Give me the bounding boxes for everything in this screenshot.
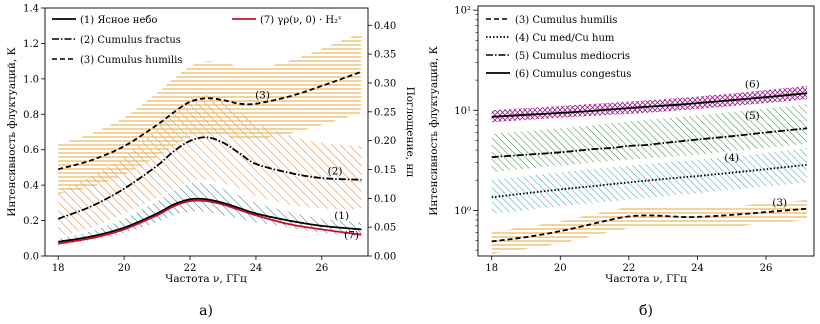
y-right-tick-label: 0.40 (374, 21, 396, 32)
y-right-tick-label: 0.00 (374, 252, 396, 263)
annotation-1: (6) (745, 79, 760, 91)
chart-a-ylabel-right: Поглощение, нп (404, 87, 416, 178)
x-tick-label: 26 (315, 263, 328, 274)
y-tick-label: 1.0 (23, 74, 39, 85)
annotation-3: (1) (334, 210, 349, 222)
x-tick-label: 22 (622, 263, 635, 274)
legend-label-1: (1) Ясное небо (80, 15, 157, 26)
y-tick-label: 0.6 (23, 145, 39, 156)
chart-a-frame (44, 7, 369, 257)
y-tick-label: 0.4 (23, 181, 39, 192)
y-right-tick-label: 0.05 (374, 223, 396, 234)
chart-b-frame (477, 5, 815, 257)
legend-b-label-6: (6) Cumulus congestus (515, 69, 631, 80)
series-line-4 (58, 199, 362, 245)
y-right-tick-label: 0.10 (374, 194, 396, 205)
band-3 (491, 104, 808, 173)
series-line-2 (57, 136, 362, 220)
y-tick-label: 10⁰ (454, 206, 471, 217)
chart-a: 18 20 22 24 26 0.0 0.2 0.4 0.6 0.8 1.0 1.2 1.4 0.00 0.… (6, 4, 416, 320)
annotation-1: (3) (255, 89, 270, 101)
y-tick-label: 10¹ (454, 106, 471, 117)
y-tick-label: 1.4 (23, 4, 39, 15)
series-line-2 (491, 163, 808, 199)
legend-b-label-5: (5) Cumulus mediocris (515, 51, 630, 62)
annotation-4: (7) (344, 229, 359, 241)
y-tick-label: 0.0 (23, 252, 39, 263)
chart-b-ylabel: Интенсивность флуктуаций, К (428, 46, 440, 215)
legend-label-3: (3) Cumulus humilis (80, 55, 182, 66)
y-right-tick-label: 0.20 (374, 136, 396, 147)
series-line-4 (491, 92, 808, 118)
y-right-tick-label: 0.25 (374, 107, 396, 118)
y-tick-label: 0.8 (23, 110, 39, 121)
band-1 (58, 182, 362, 246)
y-right-tick-label: 0.30 (374, 78, 396, 89)
x-tick-label: 24 (691, 263, 704, 274)
series-line-1 (491, 207, 808, 243)
x-tick-label: 20 (554, 263, 567, 274)
legend-b-label-4: (4) Cu med/Cu hum (515, 33, 615, 44)
x-tick-label: 26 (760, 263, 773, 274)
x-tick-label: 18 (485, 263, 498, 274)
legend-label-7: (7) γρ(ν, 0) · H₂ᵛ (260, 15, 342, 26)
y-tick-label: 10² (454, 6, 471, 17)
chart-a-ylabel: Интенсивность флуктуаций, К (6, 47, 18, 216)
x-tick-label: 24 (250, 263, 263, 274)
chart-b: 18 20 22 24 26 10⁰ 10¹ 10² (6) (5) (4) (3) Частота… (428, 5, 815, 319)
y-right-tick-label: 0.15 (374, 165, 396, 176)
x-tick-label: 22 (184, 263, 197, 274)
y-tick-label: 0.2 (23, 216, 39, 227)
legend-label-2: (2) Cumulus fractus (80, 35, 181, 46)
legend-b-label-3: (3) Cumulus humilis (515, 15, 617, 26)
x-tick-label: 20 (118, 263, 131, 274)
band-1 (491, 200, 808, 254)
annotation-2: (2) (328, 166, 343, 178)
chart-b-xlabel: Частота ν, ГГц (605, 273, 687, 285)
band-3 (58, 32, 362, 194)
annotation-2: (5) (745, 110, 760, 122)
chart-a-caption: а) (199, 303, 213, 319)
series-line-3 (491, 127, 808, 159)
annotation-3: (4) (724, 152, 739, 164)
chart-a-xlabel: Частота ν, ГГц (165, 273, 247, 285)
y-tick-label: 1.2 (23, 39, 39, 50)
chart-b-caption: б) (639, 303, 653, 319)
y-right-tick-label: 0.35 (374, 50, 396, 61)
series-line-3 (57, 70, 362, 171)
annotation-4: (3) (772, 197, 787, 209)
chart-b-legend: (3) Cumulus humilis (4) Cu med/Cu hum (5… (486, 15, 631, 80)
series-line-1 (58, 197, 362, 243)
band-2 (58, 94, 362, 237)
chart-a-legend: (1) Ясное небо (2) Cumulus fractus (3) C… (52, 15, 342, 66)
x-tick-label: 18 (52, 263, 65, 274)
